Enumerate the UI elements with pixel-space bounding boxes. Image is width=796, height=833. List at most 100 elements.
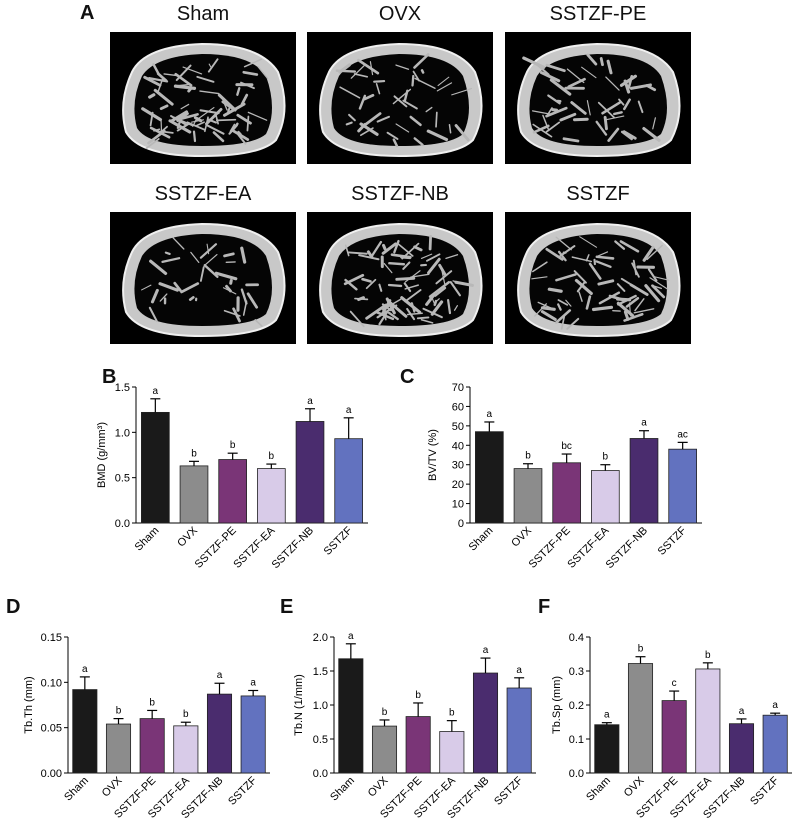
panel-label-e: E — [280, 596, 294, 618]
trabecula — [532, 123, 553, 138]
significance-label: bc — [561, 441, 572, 452]
trabecula — [557, 303, 562, 311]
significance-label: a — [604, 710, 610, 721]
trabecula — [223, 252, 235, 258]
trabecula — [344, 244, 350, 257]
trabecula — [559, 112, 577, 122]
y-tick-label: 60 — [452, 401, 464, 413]
trabecula — [338, 63, 351, 74]
trabecula — [454, 124, 470, 142]
bar — [472, 672, 499, 774]
trabecula — [595, 120, 608, 136]
significance-label: a — [516, 665, 522, 676]
panel-label-a: A — [80, 2, 95, 24]
y-tick-label: 0.5 — [313, 734, 328, 746]
trabecula — [644, 284, 661, 303]
trabecula — [545, 106, 568, 118]
trabecula — [436, 82, 453, 92]
x-tick-label: Sham — [584, 775, 613, 804]
trabecula — [542, 114, 549, 130]
trabecula — [588, 262, 602, 280]
bar — [405, 716, 431, 774]
bar — [668, 448, 697, 524]
trabecula — [560, 315, 566, 330]
significance-label: b — [230, 440, 236, 451]
significance-label: b — [116, 706, 122, 717]
trabecula — [420, 69, 425, 74]
trabecula — [395, 123, 410, 133]
trabecula — [204, 253, 218, 266]
trabecula — [164, 251, 171, 256]
trabecula — [545, 63, 566, 73]
trabecula — [149, 126, 171, 139]
trabecula — [532, 261, 548, 273]
y-tick-label: 0.1 — [569, 734, 584, 746]
trabecula — [363, 93, 375, 101]
chart-d: 0.00 0.05 0.10 0.15 Tb.Th (mm) a Sham b OVX b SSTZ… — [23, 632, 270, 821]
trabecula — [425, 293, 436, 306]
trabecula — [581, 66, 597, 79]
image-title-ovx: OVX — [378, 3, 422, 25]
trabecula — [232, 122, 239, 131]
y-tick-label: 1.0 — [115, 427, 130, 439]
trabecula — [585, 295, 592, 310]
trabecula — [402, 99, 418, 110]
bar — [218, 459, 247, 524]
trabecula — [425, 106, 433, 113]
significance-label: b — [525, 451, 531, 462]
image-title-sstzf-ea: SSTZF-EA — [154, 183, 252, 205]
bar — [439, 731, 465, 774]
trabecula — [557, 299, 569, 306]
trabecula — [156, 72, 168, 82]
trabecula — [382, 243, 387, 251]
significance-label: a — [739, 706, 745, 717]
trabecula — [232, 129, 250, 141]
y-axis-label: BMD (g/mm³) — [96, 422, 108, 488]
trabecula — [388, 301, 408, 318]
x-tick-label: SSTZF-NB — [270, 525, 317, 572]
trabecula — [387, 283, 403, 288]
significance-label: a — [82, 664, 88, 675]
trabecula — [364, 112, 382, 126]
trabecula — [361, 277, 372, 283]
significance-label: b — [705, 650, 711, 661]
bar — [695, 668, 721, 774]
trabecula — [619, 74, 638, 87]
bar — [295, 421, 325, 524]
trabecula — [586, 100, 591, 116]
trabecula — [406, 307, 416, 321]
trabecula — [242, 300, 248, 316]
x-tick-label: OVX — [622, 774, 647, 799]
trabecula — [631, 262, 640, 278]
trabecula — [257, 65, 269, 80]
trabecula — [445, 254, 459, 260]
trabecula — [591, 305, 614, 312]
trabecula — [623, 310, 630, 321]
trabecula — [571, 256, 593, 263]
y-tick-label: 0.15 — [41, 632, 62, 644]
trabecula — [215, 114, 219, 125]
significance-label: b — [415, 690, 421, 701]
trabecula — [402, 261, 411, 270]
y-tick-label: 1.5 — [115, 382, 130, 394]
y-tick-label: 70 — [452, 382, 464, 394]
trabecula — [222, 287, 237, 295]
trabecula — [159, 104, 169, 111]
trabecula — [190, 119, 205, 123]
trabecula — [603, 115, 608, 131]
trabecula — [147, 129, 166, 145]
trabecula — [207, 118, 217, 124]
trabecula — [369, 61, 374, 76]
trabecula — [652, 275, 670, 281]
trabecula — [214, 271, 238, 281]
trabecula — [152, 63, 160, 75]
bone-cross-section — [122, 42, 286, 158]
panel-label-c: C — [400, 366, 415, 388]
trabecula — [173, 84, 197, 90]
trabecula — [150, 288, 159, 304]
panel-label-f: F — [538, 596, 551, 618]
trabecula — [365, 278, 377, 290]
bar — [594, 724, 620, 774]
significance-label: a — [346, 405, 352, 416]
